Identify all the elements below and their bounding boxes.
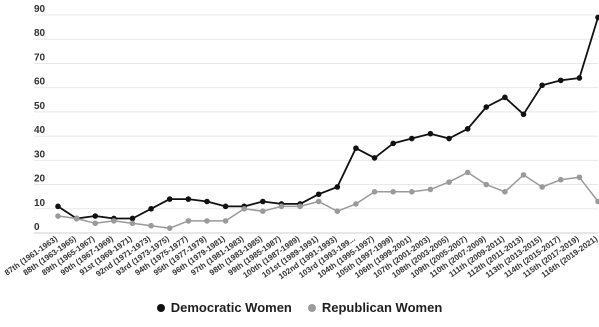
data-point-2-21 <box>427 186 434 193</box>
data-point-2-26 <box>520 172 527 178</box>
series-layer <box>55 14 599 231</box>
data-point-2-22 <box>446 179 452 185</box>
data-point-1-3 <box>92 213 99 219</box>
data-point-1-16 <box>334 184 341 190</box>
y-tick-label-20: 20 <box>34 174 46 185</box>
x-axis-ticks: 87th (1961-1963)88th (1963-1965)89th (19… <box>3 234 599 281</box>
data-point-1-28 <box>557 77 564 84</box>
data-point-2-15 <box>315 198 322 205</box>
data-point-2-9 <box>204 218 210 224</box>
data-point-2-6 <box>148 222 154 229</box>
series-republican-women <box>55 169 599 231</box>
data-point-1-12 <box>260 198 266 205</box>
data-point-2-16 <box>334 208 341 214</box>
legend: Democratic Women Republican Women <box>0 300 599 315</box>
data-point-2-12 <box>260 208 266 214</box>
y-tick-label-60: 60 <box>34 77 46 88</box>
data-point-2-20 <box>408 189 415 195</box>
data-point-1-24 <box>483 104 490 110</box>
y-tick-label-30: 30 <box>34 149 46 160</box>
data-point-2-7 <box>166 225 173 231</box>
y-tick-label-90: 90 <box>34 4 46 15</box>
data-point-1-15 <box>315 191 322 198</box>
data-point-2-27 <box>539 184 545 190</box>
y-tick-label-40: 40 <box>34 125 46 136</box>
y-axis-ticks: 0 10 20 30 40 50 60 70 80 90 <box>34 4 46 233</box>
legend-label-republican-women: Republican Women <box>321 300 443 315</box>
data-point-1-21 <box>427 130 434 137</box>
data-point-1-27 <box>539 82 545 89</box>
y-tick-label-50: 50 <box>34 101 46 112</box>
data-point-2-11 <box>241 205 248 212</box>
legend-label-democratic-women: Democratic Women <box>170 300 292 315</box>
series-democratic-women <box>55 14 599 222</box>
y-tick-label-70: 70 <box>34 52 46 63</box>
series-line-2 <box>57 171 599 229</box>
data-point-2-10 <box>222 218 229 224</box>
data-point-1-7 <box>166 196 173 202</box>
data-point-1-23 <box>464 126 471 132</box>
data-point-2-14 <box>297 203 303 210</box>
y-tick-label-10: 10 <box>34 198 46 209</box>
data-point-2-18 <box>371 189 378 195</box>
data-point-1-6 <box>148 205 154 212</box>
y-tick-label-0: 0 <box>34 222 40 233</box>
data-point-1-26 <box>520 111 527 118</box>
data-point-2-24 <box>483 181 490 188</box>
data-point-1-25 <box>502 94 508 101</box>
data-point-2-4 <box>111 218 117 224</box>
data-point-1-17 <box>353 145 359 152</box>
data-point-2-3 <box>92 220 99 227</box>
legend-item-democratic-women: Democratic Women <box>156 300 292 315</box>
data-point-2-13 <box>278 203 285 210</box>
data-point-1-22 <box>446 135 452 142</box>
series-line-1 <box>57 16 599 220</box>
data-point-2-2 <box>73 215 80 222</box>
data-point-1-1 <box>55 203 61 210</box>
legend-marker-republican-women <box>307 303 316 312</box>
data-point-1-10 <box>222 203 229 210</box>
data-point-1-19 <box>390 140 396 147</box>
data-point-2-1 <box>55 213 61 219</box>
data-point-2-17 <box>353 201 359 207</box>
data-point-2-23 <box>464 169 471 176</box>
data-point-1-18 <box>371 155 378 161</box>
legend-item-republican-women: Republican Women <box>307 300 443 315</box>
data-point-1-30 <box>595 14 599 21</box>
data-point-1-9 <box>204 198 210 205</box>
data-point-2-28 <box>557 176 564 183</box>
data-point-2-30 <box>595 198 599 205</box>
data-point-1-20 <box>408 135 415 142</box>
data-point-2-29 <box>576 174 583 181</box>
y-tick-label-80: 80 <box>34 28 46 39</box>
data-point-1-8 <box>185 196 192 202</box>
data-point-2-19 <box>390 189 396 195</box>
data-point-2-8 <box>185 218 192 224</box>
legend-marker-democratic-women <box>156 303 165 312</box>
data-point-2-5 <box>129 220 136 227</box>
data-point-1-5 <box>129 215 136 222</box>
grid-layer <box>34 14 598 234</box>
data-point-2-25 <box>502 189 508 195</box>
data-point-1-29 <box>576 75 583 81</box>
